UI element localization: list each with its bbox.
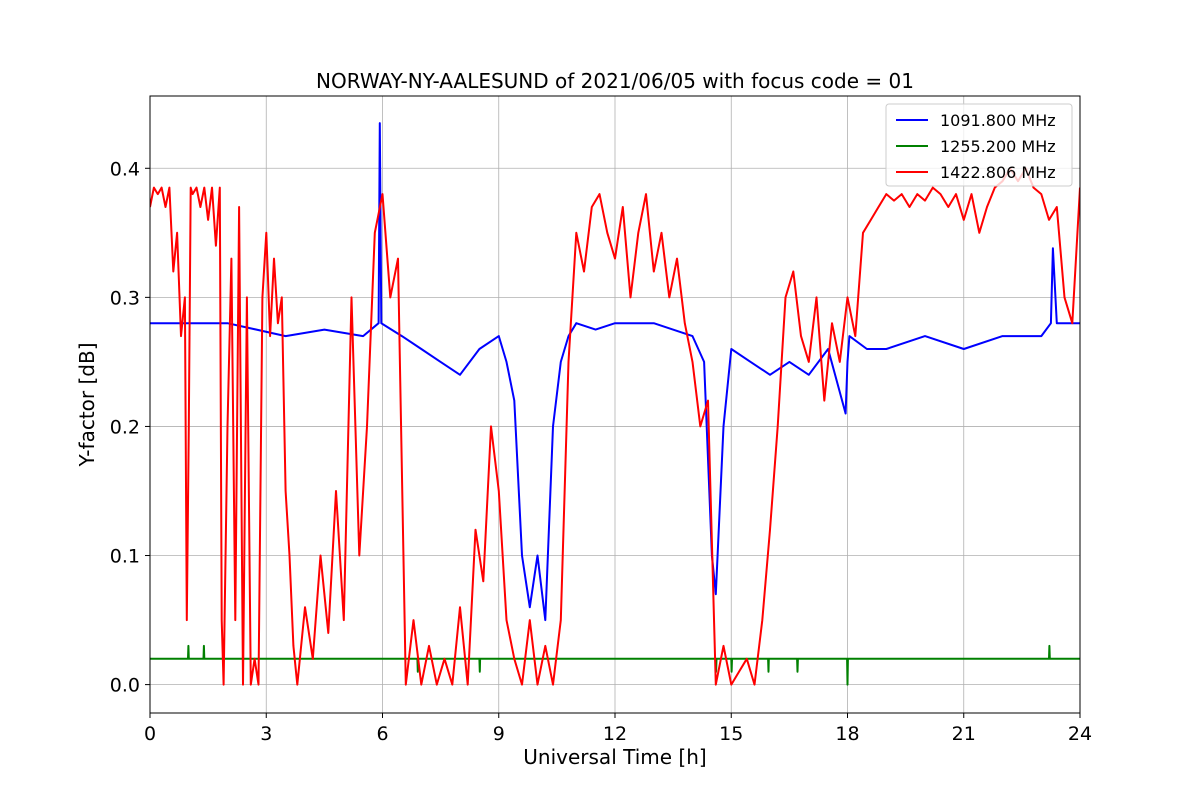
- legend-label-2: 1422.806 MHz: [940, 163, 1056, 182]
- legend-label-0: 1091.800 MHz: [940, 111, 1056, 130]
- x-tick-label: 0: [144, 723, 156, 745]
- x-tick-label: 18: [835, 723, 859, 745]
- x-tick-label: 9: [493, 723, 505, 745]
- y-tick-label: 0.3: [110, 287, 140, 309]
- y-tick-label: 0.1: [110, 546, 140, 568]
- x-axis: 0 3 6 9 12 15 18 21 24: [144, 713, 1092, 745]
- legend-label-1: 1255.200 MHz: [940, 137, 1056, 156]
- series-line-1: [150, 644, 1080, 686]
- y-axis: 0.0 0.1 0.2 0.3 0.4: [110, 158, 150, 697]
- legend: 1091.800 MHz 1255.200 MHz 1422.806 MHz: [885, 103, 1073, 187]
- x-tick-label: 6: [376, 723, 388, 745]
- y-axis-label: Y-factor [dB]: [75, 342, 99, 467]
- grid: [149, 96, 1081, 713]
- y-tick-label: 0.4: [110, 158, 140, 180]
- x-tick-label: 24: [1068, 723, 1092, 745]
- plot-area: [149, 95, 1081, 714]
- x-tick-label: 15: [719, 723, 743, 745]
- x-tick-label: 21: [952, 723, 976, 745]
- x-tick-label: 12: [603, 723, 627, 745]
- y-tick-label: 0.2: [110, 416, 140, 438]
- y-tick-label: 0.0: [110, 675, 140, 697]
- chart-title: NORWAY-NY-AALESUND of 2021/06/05 with fo…: [316, 69, 914, 93]
- series-line-2: [150, 167, 1080, 686]
- series-line-0: [150, 122, 1080, 622]
- legend-box: [885, 103, 1073, 187]
- series-layer: [150, 122, 1080, 686]
- x-axis-label: Universal Time [h]: [523, 745, 706, 769]
- x-tick-label: 3: [260, 723, 272, 745]
